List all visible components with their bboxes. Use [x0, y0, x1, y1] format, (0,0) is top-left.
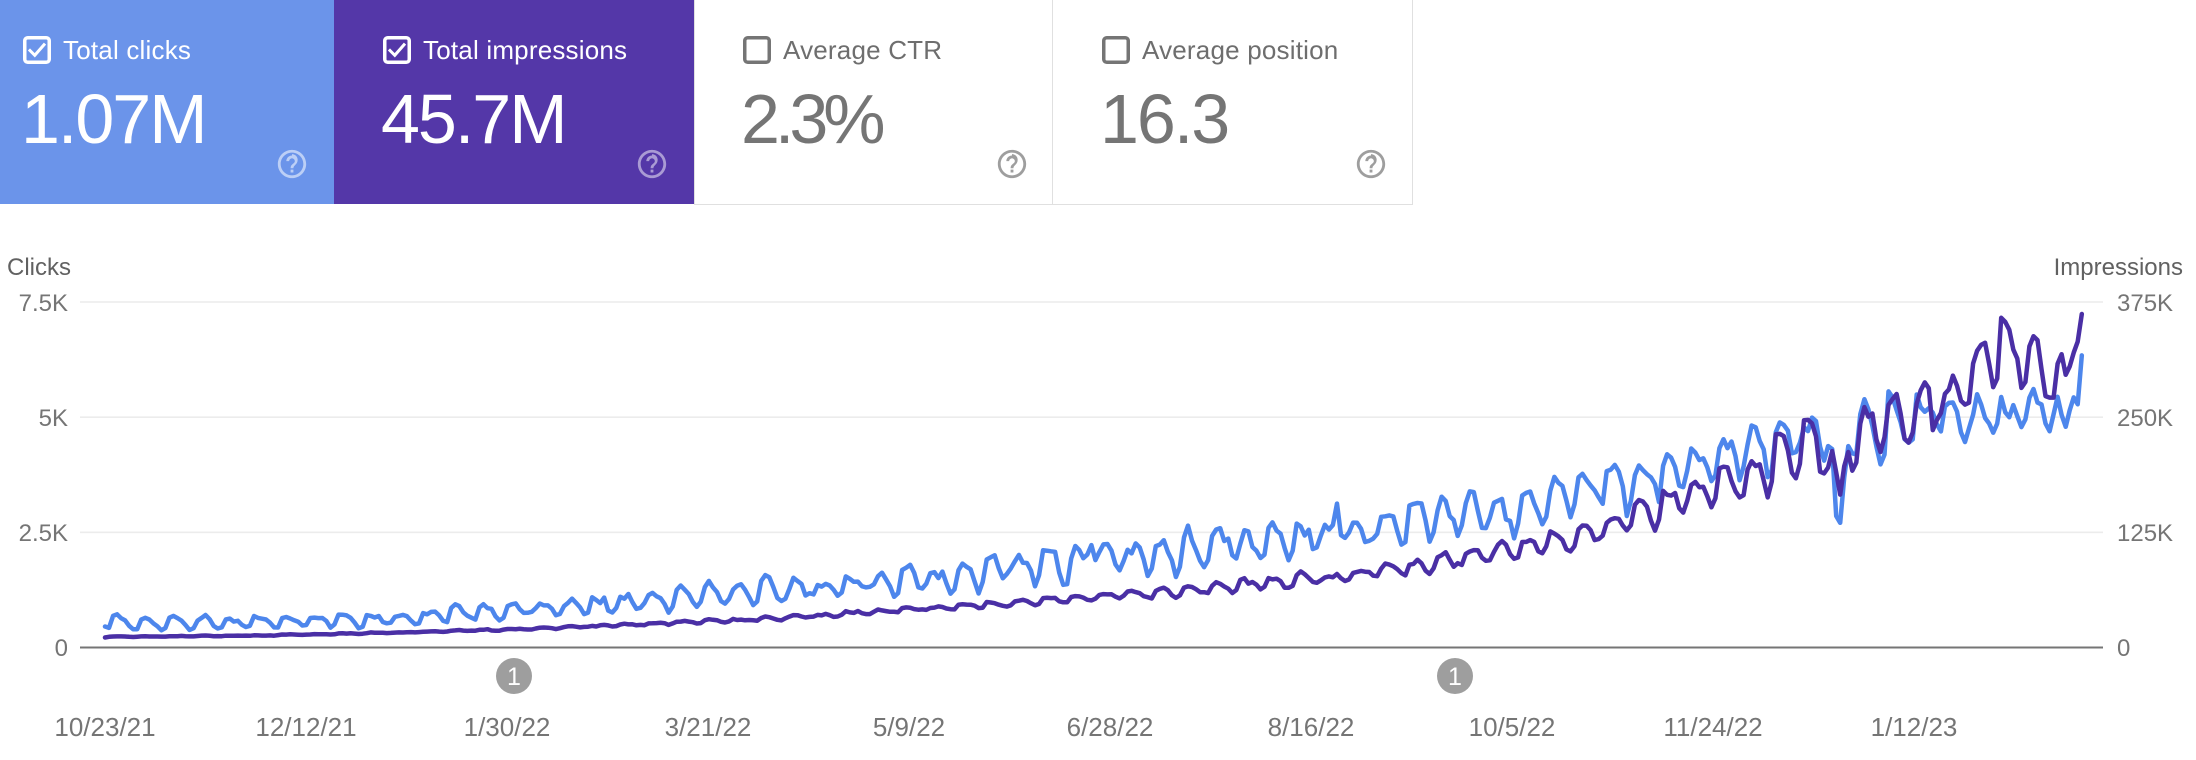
svg-text:7.5K: 7.5K — [19, 290, 68, 317]
svg-text:11/24/22: 11/24/22 — [1663, 712, 1762, 742]
svg-text:250K: 250K — [2117, 405, 2173, 432]
svg-text:375K: 375K — [2117, 290, 2173, 317]
svg-text:10/5/22: 10/5/22 — [1469, 712, 1556, 742]
svg-text:12/12/21: 12/12/21 — [255, 712, 356, 742]
svg-text:6/28/22: 6/28/22 — [1067, 712, 1154, 742]
svg-text:5/9/22: 5/9/22 — [873, 712, 945, 742]
svg-text:3/21/22: 3/21/22 — [665, 712, 752, 742]
svg-text:2.5K: 2.5K — [19, 520, 68, 547]
svg-text:1: 1 — [1448, 663, 1462, 691]
svg-text:0: 0 — [55, 635, 68, 662]
svg-text:5K: 5K — [39, 405, 68, 432]
svg-text:1/12/23: 1/12/23 — [1871, 712, 1958, 742]
svg-text:Clicks: Clicks — [7, 254, 71, 281]
svg-text:10/23/21: 10/23/21 — [54, 712, 155, 742]
svg-text:1: 1 — [507, 663, 521, 691]
svg-text:1/30/22: 1/30/22 — [464, 712, 551, 742]
svg-text:Impressions: Impressions — [2054, 254, 2183, 281]
svg-text:8/16/22: 8/16/22 — [1268, 712, 1355, 742]
svg-text:0: 0 — [2117, 635, 2130, 662]
svg-text:125K: 125K — [2117, 520, 2173, 547]
